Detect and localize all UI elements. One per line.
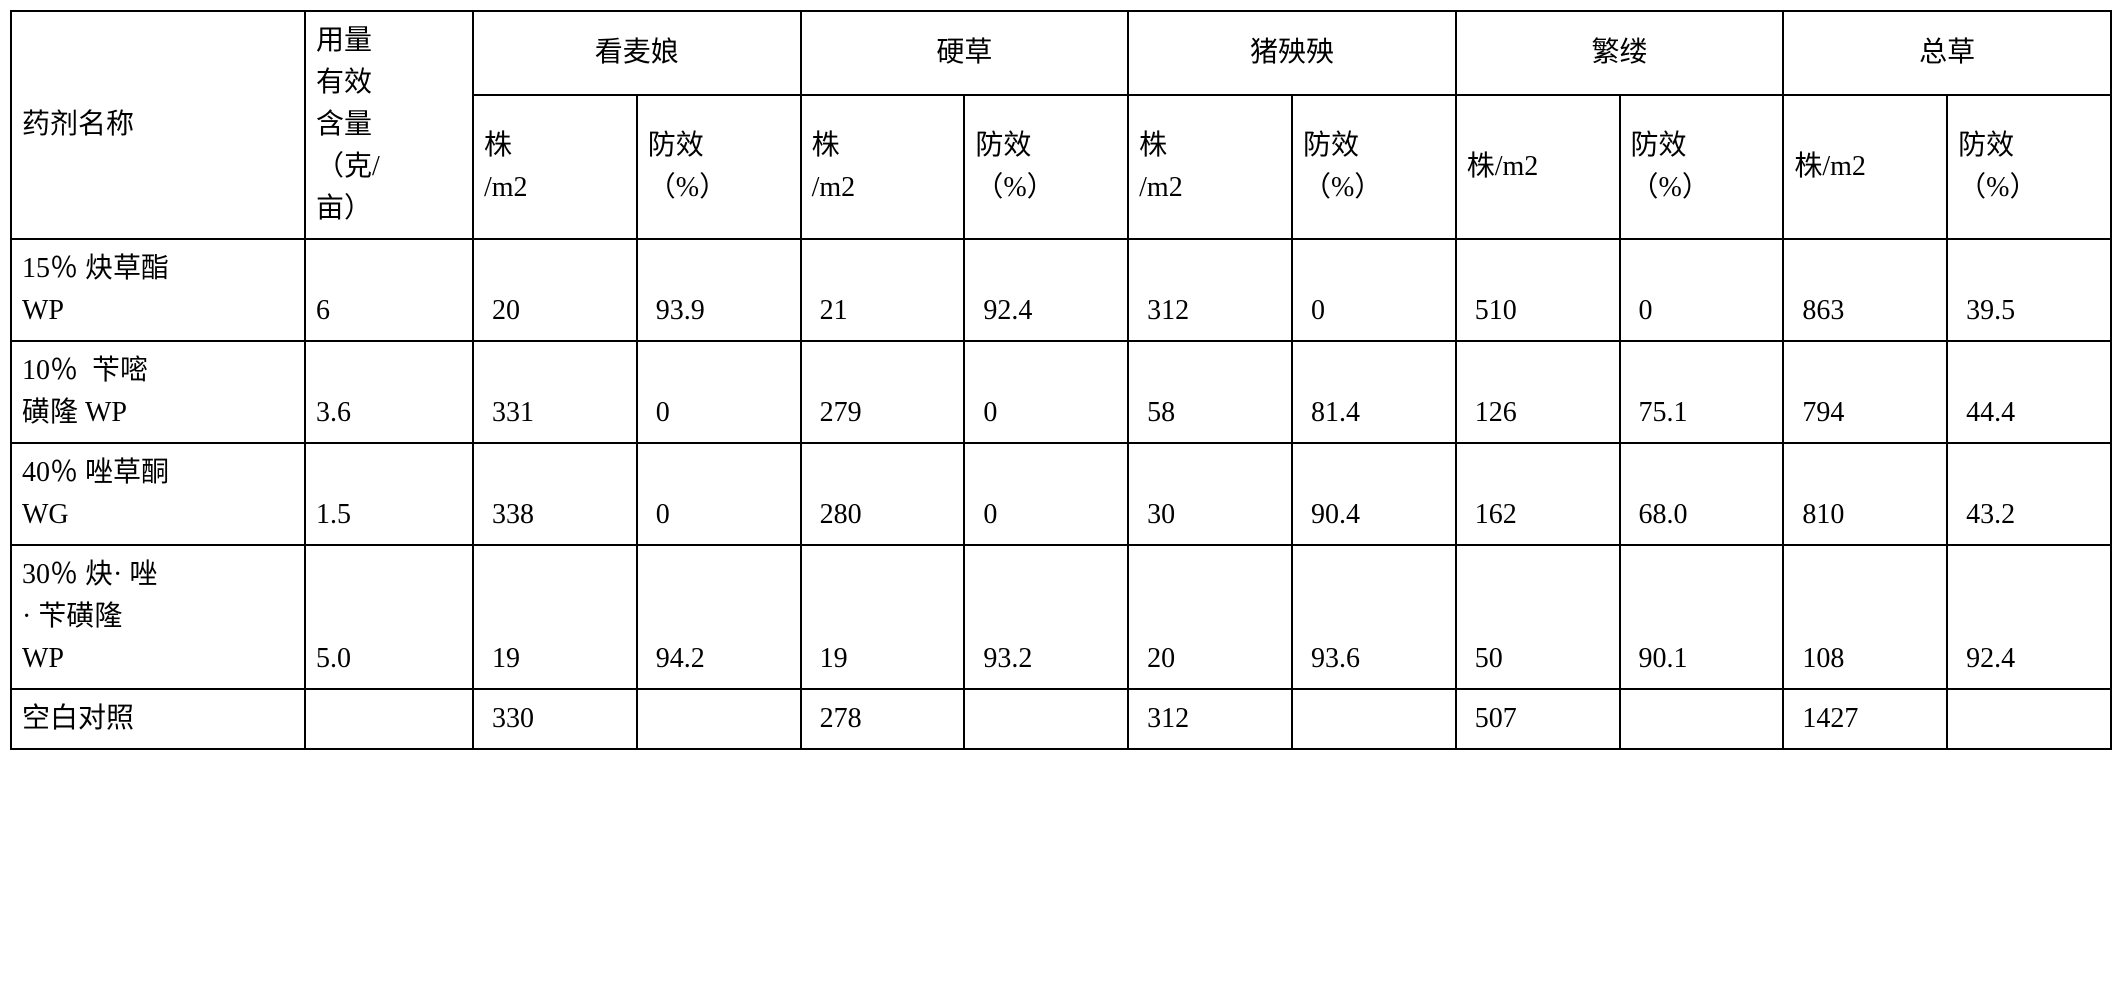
- cell-data: 810: [1783, 443, 1947, 545]
- subheader-plants-2: 株/m2: [1128, 95, 1292, 239]
- table-row: 30％ 炔· 唑· 苄磺隆WP 5.0 19 94.2 19 93.2 20 9…: [11, 545, 2111, 689]
- header-group-4: 总草: [1783, 11, 2111, 95]
- cell-data: 93.6: [1292, 545, 1456, 689]
- cell-data: 0: [637, 443, 801, 545]
- cell-data: 50: [1456, 545, 1620, 689]
- cell-dose: [305, 689, 473, 749]
- table-row: 15％ 炔草酯WP 6 20 93.9 21 92.4 312 0 510 0 …: [11, 239, 2111, 341]
- cell-data: 20: [473, 239, 637, 341]
- cell-data: 338: [473, 443, 637, 545]
- cell-data: 90.4: [1292, 443, 1456, 545]
- herbicide-efficacy-table: 药剂名称 用量有效含量（克/亩） 看麦娘 硬草 猪殃殃 繁缕 总草 株/m2 防…: [10, 10, 2112, 750]
- cell-data: [1620, 689, 1784, 749]
- header-dose: 用量有效含量（克/亩）: [305, 11, 473, 239]
- cell-data: [1292, 689, 1456, 749]
- cell-data: 30: [1128, 443, 1292, 545]
- header-group-0: 看麦娘: [473, 11, 801, 95]
- cell-data: 278: [801, 689, 965, 749]
- cell-data: 94.2: [637, 545, 801, 689]
- cell-data: 0: [1292, 239, 1456, 341]
- cell-data: 20: [1128, 545, 1292, 689]
- cell-data: 93.9: [637, 239, 801, 341]
- cell-data: 68.0: [1620, 443, 1784, 545]
- cell-data: 126: [1456, 341, 1620, 443]
- cell-data: 330: [473, 689, 637, 749]
- cell-name: 空白对照: [11, 689, 305, 749]
- cell-data: [1947, 689, 2111, 749]
- cell-data: 794: [1783, 341, 1947, 443]
- subheader-efficacy-1: 防效（%）: [964, 95, 1128, 239]
- table-row: 40％ 唑草酮WG 1.5 338 0 280 0 30 90.4 162 68…: [11, 443, 2111, 545]
- subheader-efficacy-4: 防效（%）: [1947, 95, 2111, 239]
- header-group-3: 繁缕: [1456, 11, 1784, 95]
- subheader-efficacy-2: 防效（%）: [1292, 95, 1456, 239]
- cell-data: 0: [964, 341, 1128, 443]
- cell-data: 0: [637, 341, 801, 443]
- cell-data: 75.1: [1620, 341, 1784, 443]
- cell-data: 44.4: [1947, 341, 2111, 443]
- cell-data: 0: [1620, 239, 1784, 341]
- cell-data: 19: [801, 545, 965, 689]
- cell-data: 21: [801, 239, 965, 341]
- cell-data: 108: [1783, 545, 1947, 689]
- table-row: 10％ 苄嘧磺隆 WP 3.6 331 0 279 0 58 81.4 126 …: [11, 341, 2111, 443]
- cell-data: 1427: [1783, 689, 1947, 749]
- cell-dose: 3.6: [305, 341, 473, 443]
- subheader-efficacy-3: 防效（%）: [1620, 95, 1784, 239]
- cell-data: 81.4: [1292, 341, 1456, 443]
- cell-data: 312: [1128, 689, 1292, 749]
- cell-data: 19: [473, 545, 637, 689]
- cell-data: 280: [801, 443, 965, 545]
- subheader-efficacy-0: 防效（%）: [637, 95, 801, 239]
- header-group-1: 硬草: [801, 11, 1129, 95]
- header-name: 药剂名称: [11, 11, 305, 239]
- header-group-2: 猪殃殃: [1128, 11, 1456, 95]
- cell-data: 507: [1456, 689, 1620, 749]
- table-header: 药剂名称 用量有效含量（克/亩） 看麦娘 硬草 猪殃殃 繁缕 总草 株/m2 防…: [11, 11, 2111, 239]
- table-row: 空白对照 330 278 312 507 1427: [11, 689, 2111, 749]
- subheader-plants-0: 株/m2: [473, 95, 637, 239]
- cell-data: [964, 689, 1128, 749]
- cell-dose: 1.5: [305, 443, 473, 545]
- cell-dose: 5.0: [305, 545, 473, 689]
- subheader-plants-3: 株/m2: [1456, 95, 1620, 239]
- cell-name: 10％ 苄嘧磺隆 WP: [11, 341, 305, 443]
- cell-data: 43.2: [1947, 443, 2111, 545]
- cell-data: 863: [1783, 239, 1947, 341]
- cell-data: 0: [964, 443, 1128, 545]
- cell-data: 92.4: [1947, 545, 2111, 689]
- header-row-1: 药剂名称 用量有效含量（克/亩） 看麦娘 硬草 猪殃殃 繁缕 总草: [11, 11, 2111, 95]
- cell-data: 93.2: [964, 545, 1128, 689]
- cell-data: 331: [473, 341, 637, 443]
- cell-data: 279: [801, 341, 965, 443]
- cell-data: [637, 689, 801, 749]
- cell-data: 39.5: [1947, 239, 2111, 341]
- cell-name: 30％ 炔· 唑· 苄磺隆WP: [11, 545, 305, 689]
- cell-name: 15％ 炔草酯WP: [11, 239, 305, 341]
- cell-data: 90.1: [1620, 545, 1784, 689]
- table-body: 15％ 炔草酯WP 6 20 93.9 21 92.4 312 0 510 0 …: [11, 239, 2111, 749]
- subheader-plants-1: 株/m2: [801, 95, 965, 239]
- cell-data: 58: [1128, 341, 1292, 443]
- cell-name: 40％ 唑草酮WG: [11, 443, 305, 545]
- cell-data: 162: [1456, 443, 1620, 545]
- subheader-plants-4: 株/m2: [1783, 95, 1947, 239]
- cell-data: 92.4: [964, 239, 1128, 341]
- cell-dose: 6: [305, 239, 473, 341]
- cell-data: 312: [1128, 239, 1292, 341]
- cell-data: 510: [1456, 239, 1620, 341]
